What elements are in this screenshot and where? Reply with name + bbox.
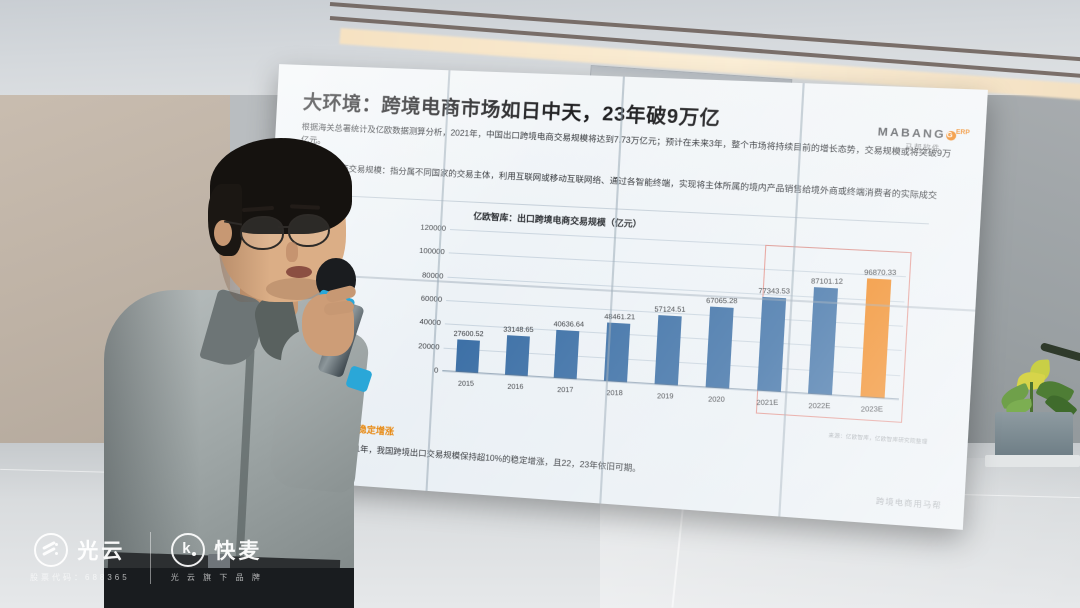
x-axis-tick-label: 2022E [808,402,831,411]
bar-value-label: 57124.51 [654,306,686,315]
chart-plot-area: 120000 100000 80000 60000 40000 20000 0 27600.… [418,222,912,423]
x-axis-tick-label: 2016 [507,383,524,391]
bar [554,329,580,380]
bar-value-label: 40636.64 [553,320,584,329]
bar-value-label: 77343.53 [758,287,790,296]
x-axis-tick-label: 2018 [606,389,624,398]
slide-watermark: 跨境电商用马帮 [875,496,943,511]
presenter-ear [214,220,232,246]
kuaimai-mark-icon: k [171,533,206,567]
bar-value-label: 96870.33 [863,269,896,277]
plant-tray [985,455,1080,467]
bar-column: 57124.51 2019 [641,239,700,400]
logo-name: 快麦 [214,540,263,563]
logo-kuaimai: k 快麦 光 云 旗 下 品 牌 [171,533,263,583]
x-axis-tick-label: 2020 [708,396,725,404]
chart-source-note: 来源：亿欧智库，亿欧智库研究院整理 [828,432,928,446]
x-axis-tick-label: 2021E [756,399,779,408]
bar-chart: 亿欧智库：出口跨境电商交易规模（亿元） 120000 100000 80000 600… [381,211,932,446]
x-axis-tick-label: 2023E [860,406,884,414]
presenter-nose [286,242,298,262]
bar [654,315,682,386]
x-axis-tick-label: 2019 [657,393,674,401]
bar-column: 33148.65 2016 [491,231,548,391]
presenter-mouth [286,266,312,278]
logo-subtitle: 股票代码：688365 [30,573,130,582]
bar-value-label: 27600.52 [453,330,484,338]
bar-column: 87101.12 2022E [794,247,854,410]
x-axis-tick-label: 2015 [458,380,475,388]
guangyun-mark-icon [34,533,69,567]
bar-column: 48461.21 2018 [591,236,649,397]
bar [455,339,480,374]
plant-stem [1030,382,1033,416]
brand-suffix: ERP [955,129,970,137]
bar-column: 67065.28 2020 [692,242,751,404]
bar [860,278,892,399]
plant-pot [995,412,1073,458]
bar [756,296,786,393]
bar-column: 96870.33 2023E [846,249,907,414]
brand-badge-icon: G [945,130,957,141]
logo-guangyun: 光云 股票代码：688365 [30,533,130,583]
bar [705,306,734,389]
brand-name: MABANG [877,125,947,142]
bar-value-label: 33148.65 [503,326,534,335]
glasses-bridge [278,226,290,228]
logo-name: 光云 [77,540,126,563]
x-axis-tick-label: 2017 [556,386,574,395]
presenter-pants [104,568,354,608]
bar-column: 27600.52 2015 [442,229,499,388]
brand-overlay: 光云 股票代码：688365 k 快麦 光 云 旗 下 品 牌 [30,532,263,584]
bar-value-label: 67065.28 [706,297,738,305]
logo-divider [149,532,151,584]
glasses-lens [240,216,284,250]
presenter [90,80,410,608]
bar-column: 40636.64 2017 [541,234,599,394]
logo-subtitle: 光 云 旗 下 品 牌 [170,573,263,582]
bar-value-label: 87101.12 [810,278,843,287]
bar [504,335,530,377]
